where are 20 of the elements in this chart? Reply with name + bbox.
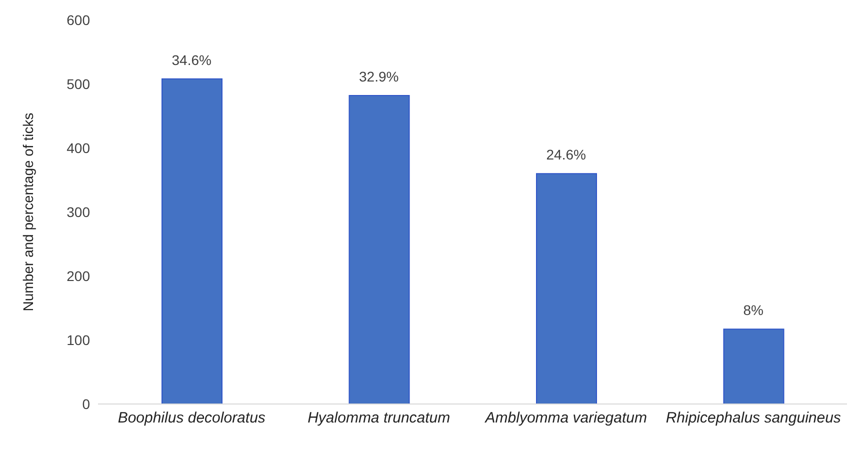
y-tick-label: 500 (66, 76, 90, 92)
annotation: 32.9% (359, 68, 399, 85)
y-tick-label: 300 (66, 204, 90, 220)
bar (162, 78, 222, 404)
y-tick-label: 400 (66, 140, 90, 156)
annotation: 24.6% (546, 146, 586, 163)
y-tick-label: 100 (66, 332, 90, 348)
bar (536, 173, 597, 404)
y-tick-label: 600 (66, 12, 90, 28)
annotation: 8% (743, 302, 764, 318)
x-tick-label: Hyalomma truncatum (308, 410, 450, 427)
bar (723, 328, 784, 404)
x-tick-label: Rhipicephalus sanguineus (666, 410, 842, 427)
y-axis-title: Number and percentage of ticks (20, 112, 36, 312)
x-tick-label: Boophilus decoloratus (118, 410, 266, 427)
x-tick-label: Amblyomma variegatum (484, 410, 647, 427)
y-tick-label: 200 (66, 268, 90, 284)
annotation: 34.6% (172, 52, 212, 68)
y-tick-label: 0 (82, 396, 90, 412)
bar (348, 95, 410, 404)
